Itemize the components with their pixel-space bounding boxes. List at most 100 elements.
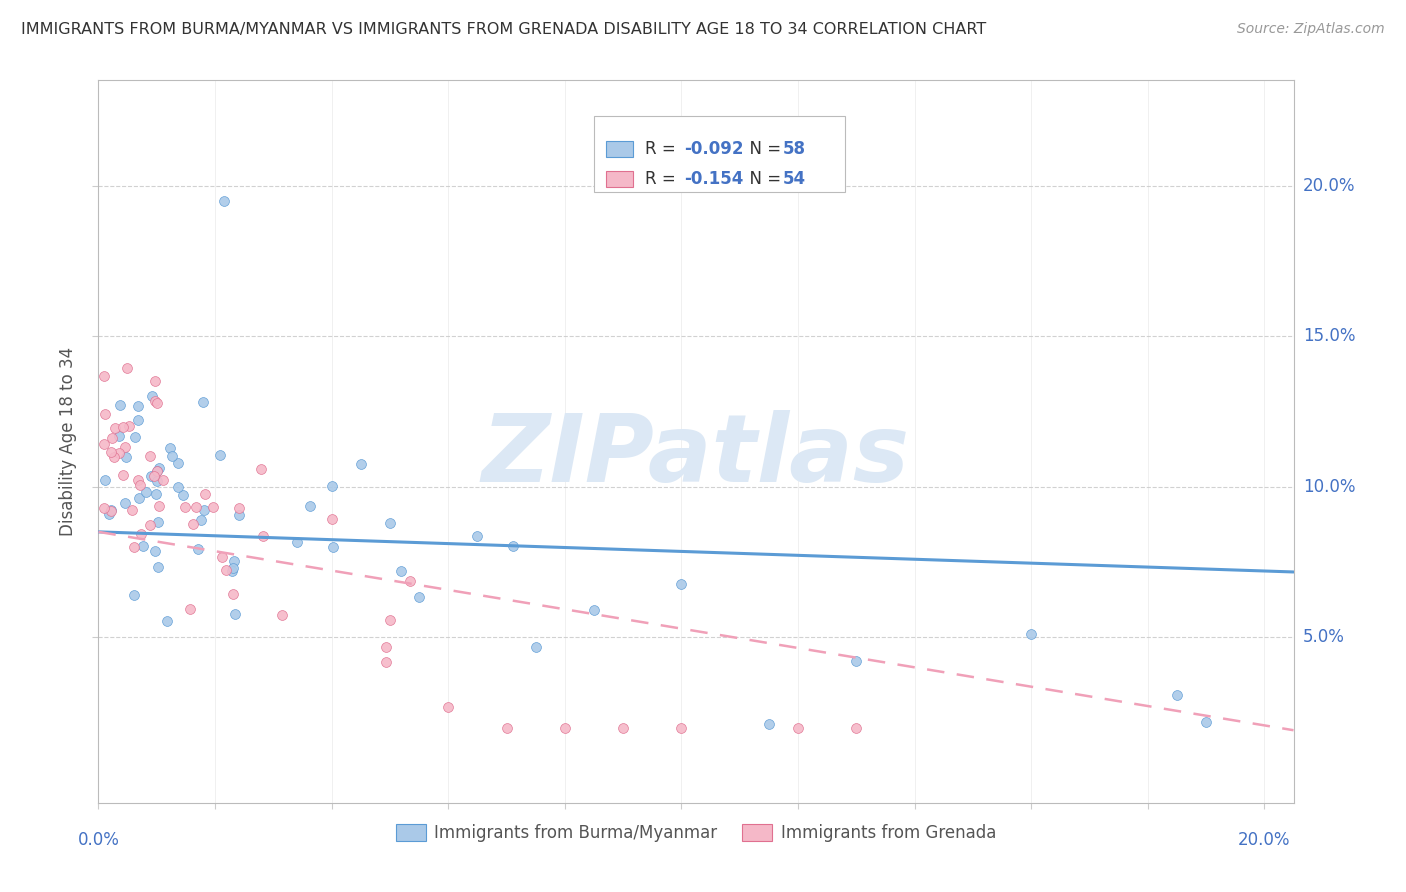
- Point: [127, 413, 149, 427]
- Point: [374, 656, 396, 670]
- Point: [250, 462, 273, 476]
- Point: [222, 561, 245, 575]
- Point: [148, 499, 170, 513]
- Point: [228, 508, 250, 523]
- Point: [93, 437, 115, 451]
- Point: [202, 500, 225, 514]
- Point: [146, 396, 169, 410]
- Point: [129, 527, 152, 541]
- Point: [139, 518, 162, 533]
- Point: [208, 449, 231, 463]
- FancyBboxPatch shape: [595, 117, 845, 193]
- Point: [93, 369, 115, 384]
- Point: [322, 541, 344, 555]
- Y-axis label: Disability Age 18 to 34: Disability Age 18 to 34: [59, 347, 77, 536]
- Point: [127, 474, 149, 488]
- Point: [495, 721, 517, 735]
- Point: [378, 613, 401, 627]
- Point: [122, 588, 145, 602]
- Point: [612, 721, 634, 735]
- Point: [845, 721, 868, 735]
- Point: [100, 503, 122, 517]
- Text: ZIPatlas: ZIPatlas: [482, 410, 910, 502]
- Point: [127, 399, 149, 413]
- Point: [108, 398, 131, 412]
- Point: [298, 499, 321, 513]
- Point: [181, 516, 204, 531]
- Text: 10.0%: 10.0%: [1303, 478, 1355, 496]
- Point: [131, 539, 153, 553]
- Text: 20.0%: 20.0%: [1239, 830, 1291, 848]
- Text: -0.092: -0.092: [685, 140, 744, 158]
- Point: [191, 395, 214, 409]
- Point: [321, 479, 343, 493]
- Point: [124, 430, 146, 444]
- Point: [179, 601, 201, 615]
- Point: [582, 603, 605, 617]
- Point: [389, 564, 412, 578]
- Point: [128, 491, 150, 505]
- Point: [845, 654, 868, 668]
- Point: [118, 418, 141, 433]
- Point: [159, 441, 181, 455]
- Point: [139, 469, 162, 483]
- Point: [117, 361, 139, 376]
- Point: [215, 564, 238, 578]
- Point: [145, 464, 167, 478]
- Point: [122, 540, 145, 554]
- Point: [93, 500, 115, 515]
- Point: [224, 607, 246, 621]
- Point: [787, 721, 810, 735]
- Point: [94, 407, 117, 421]
- Point: [108, 446, 131, 460]
- Point: [143, 394, 166, 409]
- Point: [129, 478, 152, 492]
- Point: [156, 614, 179, 628]
- Point: [111, 467, 134, 482]
- FancyBboxPatch shape: [606, 141, 633, 157]
- Point: [160, 450, 183, 464]
- Point: [139, 449, 162, 463]
- Point: [211, 550, 233, 565]
- Point: [114, 496, 136, 510]
- Point: [221, 564, 243, 578]
- Point: [285, 535, 308, 549]
- Point: [152, 473, 174, 487]
- Legend: Immigrants from Burma/Myanmar, Immigrants from Grenada: Immigrants from Burma/Myanmar, Immigrant…: [389, 817, 1002, 848]
- Text: R =: R =: [644, 140, 681, 158]
- Point: [502, 540, 524, 554]
- Point: [167, 480, 190, 494]
- Point: [1195, 714, 1218, 729]
- Point: [135, 484, 157, 499]
- Point: [145, 487, 167, 501]
- Point: [399, 574, 422, 588]
- Point: [112, 420, 135, 434]
- Point: [375, 640, 398, 654]
- Point: [121, 503, 143, 517]
- Point: [554, 721, 576, 735]
- Point: [252, 529, 274, 543]
- Text: -0.154: -0.154: [685, 169, 744, 187]
- Point: [437, 700, 460, 714]
- Point: [321, 512, 343, 526]
- Point: [193, 502, 215, 516]
- Point: [167, 456, 190, 470]
- Text: 54: 54: [783, 169, 806, 187]
- Point: [143, 544, 166, 558]
- Point: [100, 503, 122, 517]
- Point: [148, 460, 170, 475]
- Text: 5.0%: 5.0%: [1303, 628, 1346, 646]
- Point: [186, 541, 208, 556]
- Point: [524, 640, 547, 655]
- Point: [145, 464, 167, 478]
- Text: Source: ZipAtlas.com: Source: ZipAtlas.com: [1237, 22, 1385, 37]
- Text: 20.0%: 20.0%: [1303, 177, 1355, 194]
- Point: [671, 721, 693, 735]
- Point: [173, 500, 195, 515]
- Point: [114, 440, 136, 454]
- Point: [172, 488, 194, 502]
- Point: [97, 507, 120, 521]
- Point: [114, 450, 136, 464]
- Point: [671, 577, 693, 591]
- Point: [467, 529, 489, 543]
